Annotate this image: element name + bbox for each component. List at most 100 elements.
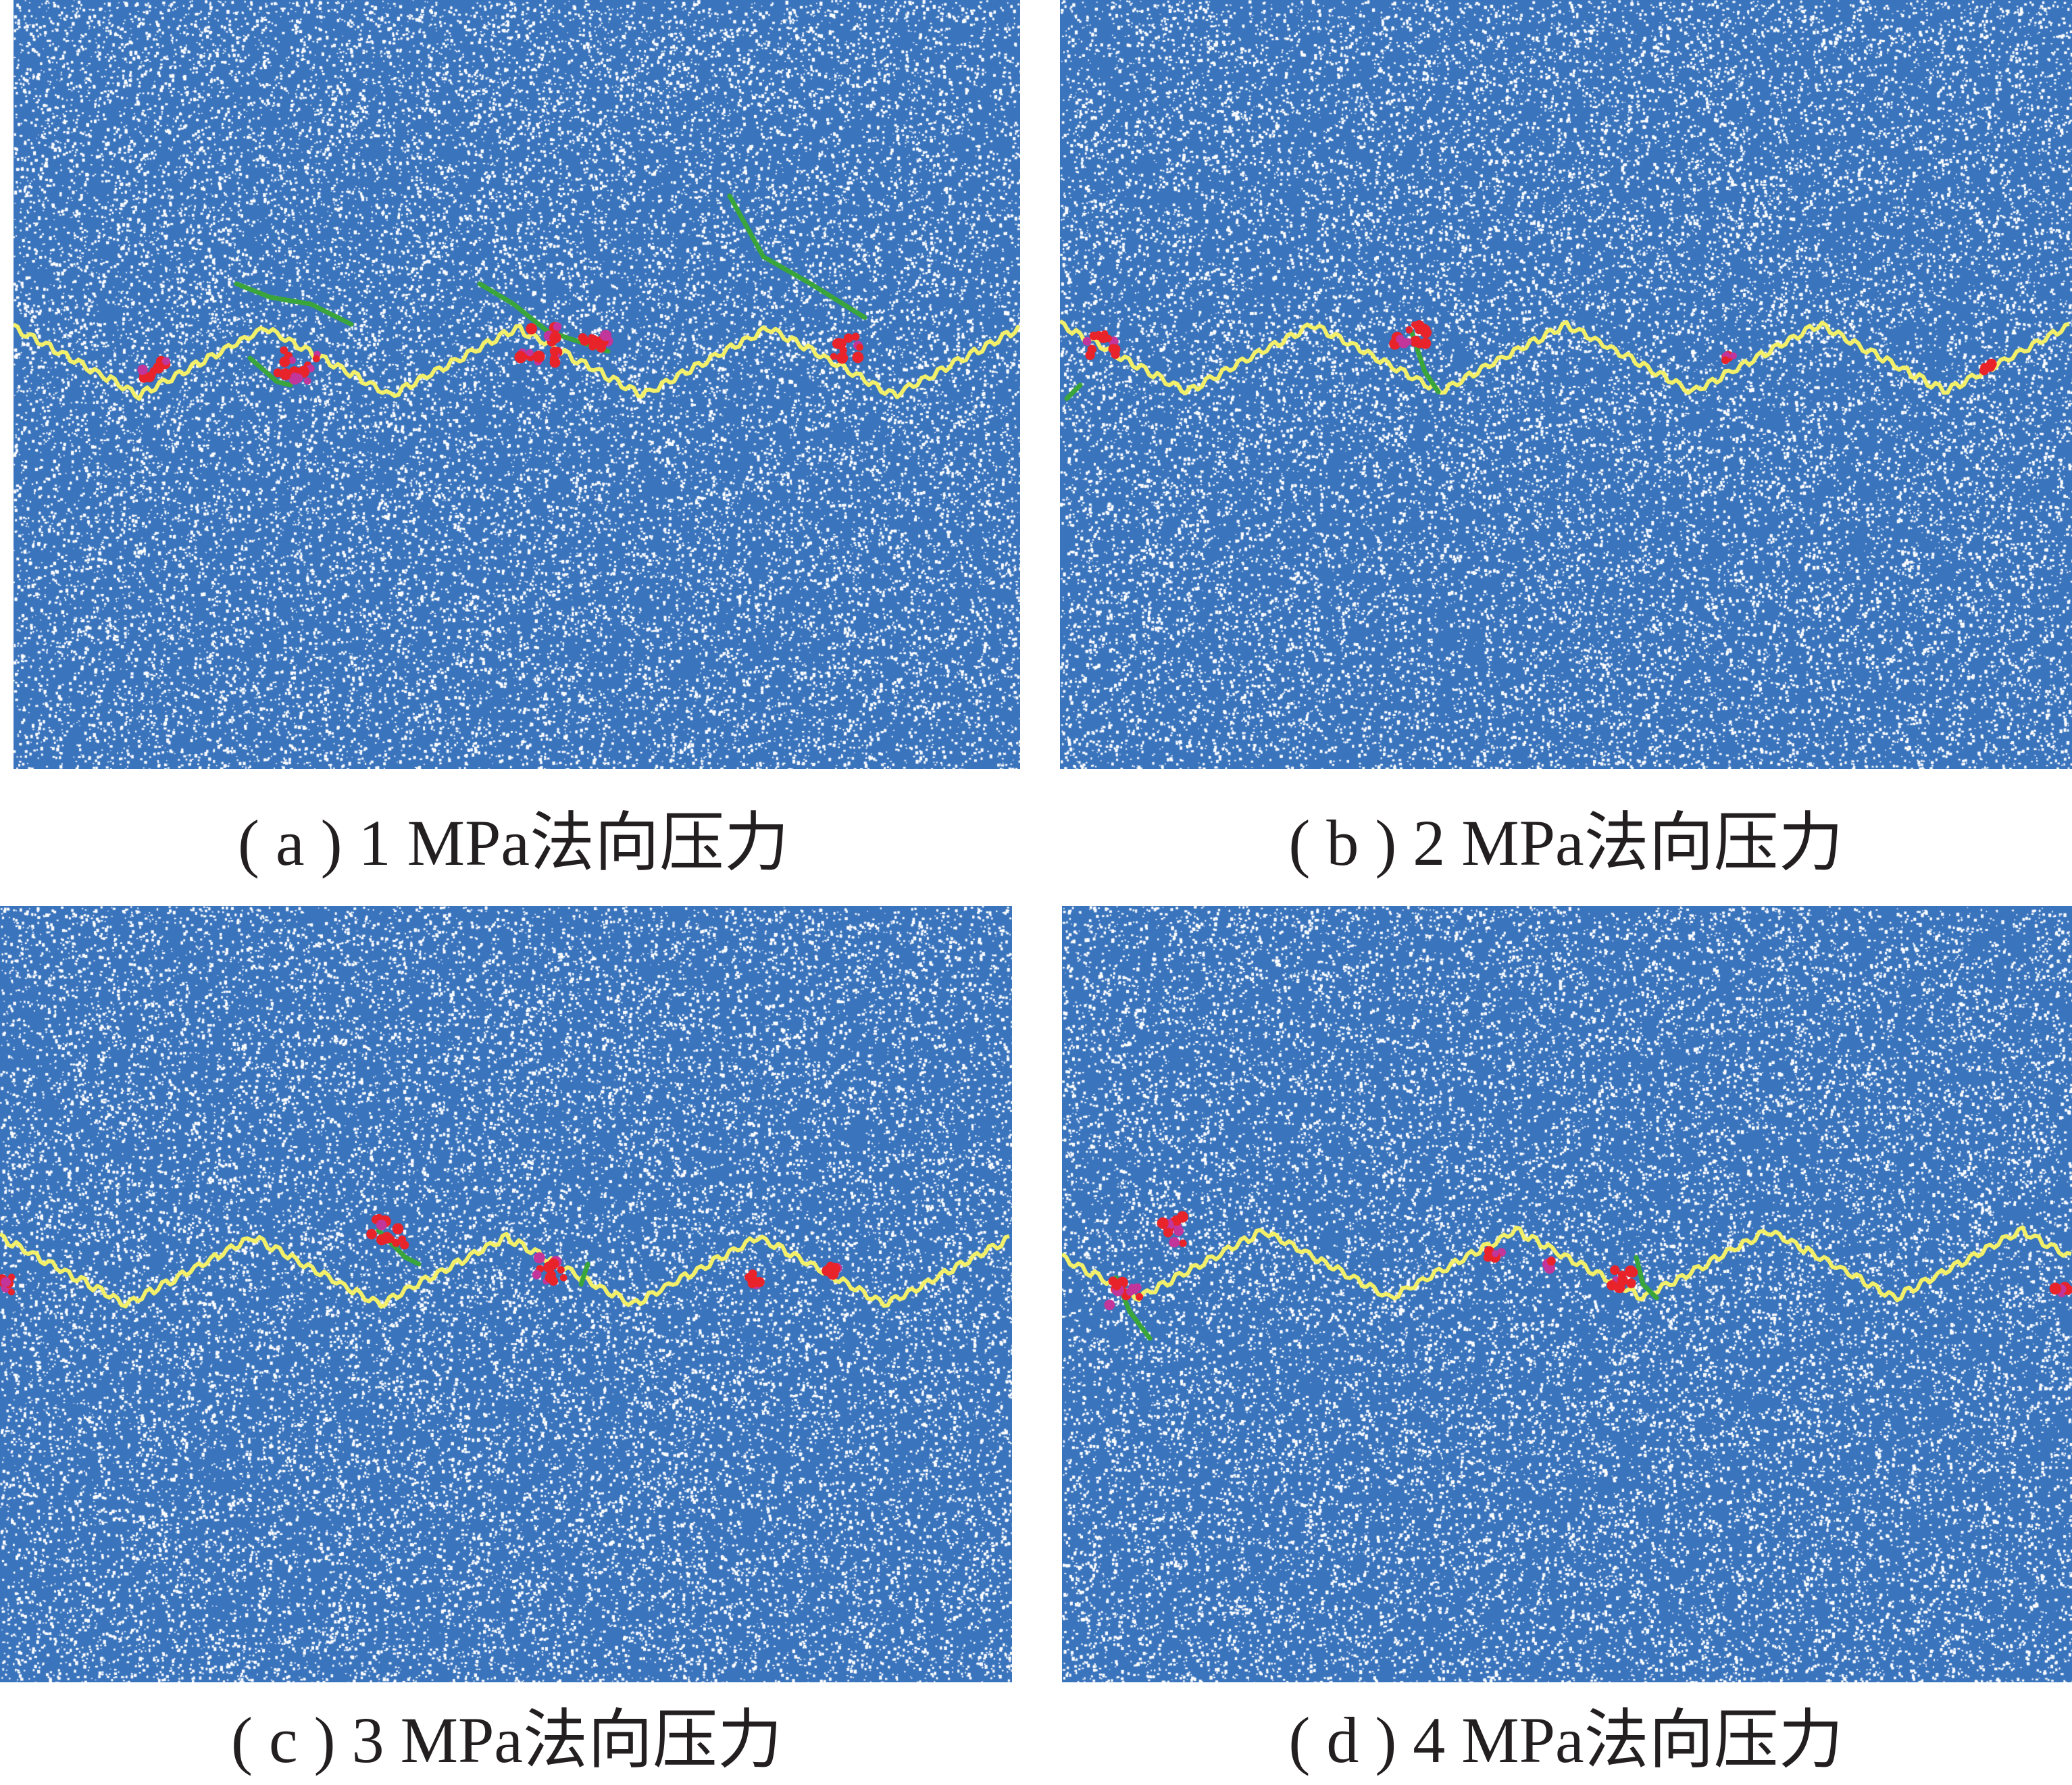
shear-crack [1129,1284,1140,1294]
shear-crack [839,346,847,355]
shear-crack [1179,1239,1187,1247]
shear-crack [1171,1215,1182,1226]
simulation-panel-c [0,906,1012,1682]
shear-crack [549,1270,556,1278]
shear-crack [1546,1257,1556,1266]
shear-crack [1483,1253,1492,1262]
shear-crack [559,1274,567,1282]
shear-crack [280,346,288,355]
shear-crack [836,352,849,364]
shear-crack [1492,1250,1499,1257]
shear-crack [392,1223,404,1235]
shear-crack [1171,1236,1179,1245]
shear-crack [1104,334,1112,343]
shear-crack [856,343,863,351]
tensile-crack [477,281,611,354]
shear-crack [549,354,559,363]
joint-profile [14,322,1020,401]
shear-crack [288,356,296,364]
shear-crack [1135,1292,1144,1301]
caption-d: ( d ) 4 MPa法向压力 [1288,1704,1844,1776]
shear-crack [1624,1265,1637,1278]
shear-crack [2049,1282,2062,1295]
shear-crack [851,332,860,341]
shear-crack [553,322,562,331]
tensile-crack [1064,382,1083,401]
tensile-crack [234,281,354,327]
simulation-panel-b [1060,0,2072,769]
joint-profile [0,1232,1010,1309]
shear-crack [1979,366,1990,376]
shear-crack [532,350,545,363]
shear-crack [398,1235,407,1244]
shear-crack [557,1265,565,1274]
shear-crack [1104,1299,1115,1311]
shear-crack [381,1232,393,1244]
shear-crack [533,1252,545,1264]
shear-crack [1163,1228,1173,1238]
shear-crack [1112,1282,1121,1290]
shear-crack [1089,331,1098,341]
shear-crack [293,373,303,383]
tensile-crack [727,193,867,320]
tensile-crack [247,355,293,388]
joint-profile [1060,319,2070,396]
shear-crack [549,346,559,357]
shear-crack [162,357,170,366]
shear-crack [303,377,311,385]
shear-crack [548,1258,559,1269]
shear-crack [514,351,527,363]
shear-crack [137,364,148,376]
caption-a: ( a ) 1 MPa法向压力 [238,807,789,879]
shear-crack [1613,1282,1625,1294]
joint-profile [1062,1225,2072,1303]
caption-b: ( b ) 2 MPa法向压力 [1288,807,1844,879]
caption-c: ( c ) 3 MPa法向压力 [231,1704,782,1776]
particle-field-b [1060,0,2072,769]
shear-crack [1729,352,1737,359]
shear-crack [366,1228,377,1240]
joint-overlay-b [1060,319,2070,401]
shear-crack [830,353,838,360]
shear-crack [1721,356,1729,365]
shear-crack [822,1265,833,1276]
shear-crack [1173,1226,1184,1236]
shear-crack [376,1220,387,1231]
shear-crack [1404,338,1412,346]
shear-crack [1396,334,1405,344]
shear-crack [588,334,600,347]
shear-crack [1082,336,1092,346]
shear-crack [843,333,853,343]
shear-crack [1626,1278,1636,1288]
shear-crack [532,1269,542,1280]
shear-crack [138,373,149,383]
shear-crack [1405,326,1413,334]
joint-overlay-a [14,193,1020,401]
joint-overlay-c [0,1213,1010,1309]
shear-crack [1087,345,1097,354]
shear-crack [853,353,862,363]
simulation-panel-a [14,0,1020,769]
shear-crack [1610,1265,1620,1276]
shear-crack [526,349,534,357]
simulation-panel-d [1062,906,2072,1682]
shear-crack [549,331,561,344]
shear-crack [747,1278,757,1288]
shear-crack [279,356,290,368]
shear-crack [312,355,320,363]
shear-crack [1157,1217,1169,1229]
particle-field-a [14,0,1020,769]
tensile-crack [578,1261,590,1287]
shear-crack [526,323,537,335]
shear-crack [7,1288,15,1296]
tensile-crack [1634,1255,1659,1301]
shear-crack [279,368,292,380]
joint-overlay-d [1062,1211,2072,1341]
particle-field-c [0,906,1012,1682]
shear-crack [1,1277,11,1287]
shear-crack [549,1276,559,1286]
shear-crack [148,370,156,378]
shear-crack [600,330,612,342]
shear-crack [1108,344,1118,354]
shear-crack [1413,320,1425,332]
